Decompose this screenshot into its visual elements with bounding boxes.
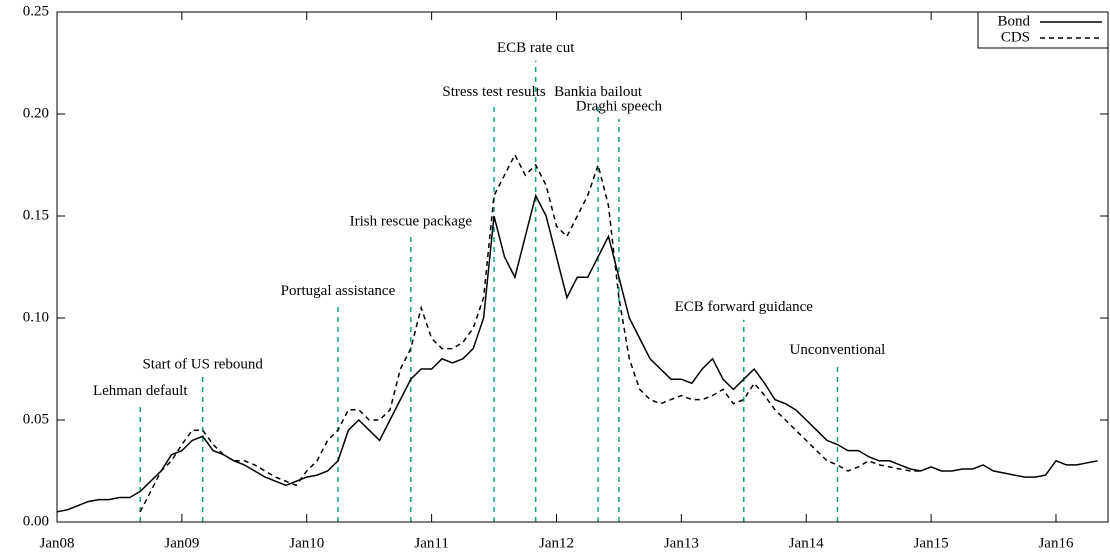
event-label: Stress test results — [442, 84, 545, 100]
legend-box — [977, 11, 1109, 49]
plot-frame — [56, 11, 1109, 523]
x-tick-label: Jan09 — [164, 535, 199, 551]
event-label: Bankia bailout — [554, 84, 643, 100]
legend-label: Bond — [997, 13, 1030, 29]
x-tick-label: Jan13 — [664, 535, 699, 551]
x-tick-label: Jan11 — [414, 535, 448, 551]
event-label: Unconventional — [790, 342, 886, 358]
x-tick-label: Jan15 — [914, 535, 949, 551]
x-tick-label: Jan14 — [789, 535, 824, 551]
x-tick-label: Jan16 — [1038, 535, 1073, 551]
event-label: Start of US rebound — [142, 356, 263, 372]
y-tick-label: 0.05 — [23, 411, 49, 427]
y-tick-label: 0.15 — [23, 207, 49, 223]
event-label: Lehman default — [93, 383, 188, 399]
x-tick-label: Jan10 — [289, 535, 324, 551]
event-label: ECB rate cut — [497, 40, 575, 56]
event-label: ECB forward guidance — [675, 299, 814, 315]
y-tick-label: 0.10 — [23, 309, 49, 325]
legend-label: CDS — [1001, 29, 1030, 45]
y-tick-label: 0.00 — [23, 513, 49, 529]
series-line — [56, 193, 1098, 513]
series-line — [139, 153, 921, 513]
y-tick-label: 0.20 — [23, 105, 49, 121]
event-label: Draghi speech — [576, 98, 663, 114]
x-tick-label: Jan08 — [40, 535, 75, 551]
event-label: Irish rescue package — [350, 214, 473, 230]
event-label: Portugal assistance — [281, 283, 396, 299]
x-tick-label: Jan12 — [539, 535, 574, 551]
y-tick-label: 0.25 — [23, 3, 49, 19]
